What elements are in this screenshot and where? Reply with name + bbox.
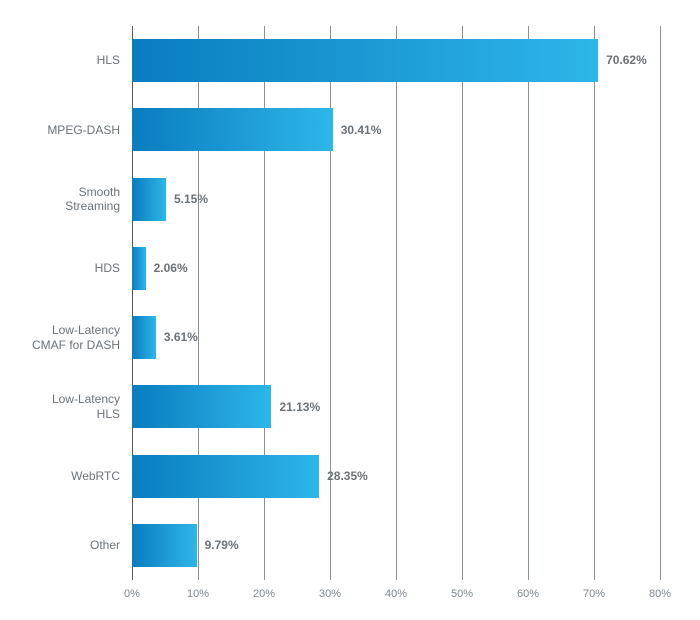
bar [132,39,598,82]
x-tick-label: 70% [583,588,605,600]
bar [132,108,333,151]
gridline [660,26,661,580]
bar-value-label: 2.06% [154,261,188,275]
gridline [396,26,397,580]
y-category-label: HLS [0,53,120,67]
y-category-label: Smooth Streaming [0,185,120,214]
bar [132,247,146,290]
gridline [528,26,529,580]
bar [132,385,271,428]
bar-value-label: 5.15% [174,192,208,206]
x-tick-label: 60% [517,588,539,600]
gridline [594,26,595,580]
x-tick-label: 0% [124,588,140,600]
bar-chart: 0% 10% 20% 30% 40% 50% 60% 70% 80% 70.62% 30.41% 5.… [0,0,700,620]
bar [132,455,319,498]
bar-value-label: 3.61% [164,330,198,344]
x-tick-label: 20% [253,588,275,600]
bar [132,316,156,359]
bar-value-label: 9.79% [205,538,239,552]
x-tick-label: 50% [451,588,473,600]
y-category-label: WebRTC [0,469,120,483]
bar [132,524,197,567]
plot-area: 0%10%20%30%40%50%60%70%80%70.62%30.41%5.… [132,26,660,580]
y-category-label: Other [0,538,120,552]
bar-value-label: 21.13% [279,400,320,414]
y-category-label: MPEG-DASH [0,123,120,137]
gridline [462,26,463,580]
bar [132,178,166,221]
y-category-label: HDS [0,261,120,275]
x-tick-label: 80% [649,588,671,600]
y-category-label: Low-Latency HLS [0,392,120,421]
bar-value-label: 30.41% [341,123,382,137]
x-tick-label: 40% [385,588,407,600]
x-tick-label: 10% [187,588,209,600]
x-tick-label: 30% [319,588,341,600]
bar-value-label: 70.62% [606,53,647,67]
bar-value-label: 28.35% [327,469,368,483]
y-category-label: Low-Latency CMAF for DASH [0,323,120,352]
